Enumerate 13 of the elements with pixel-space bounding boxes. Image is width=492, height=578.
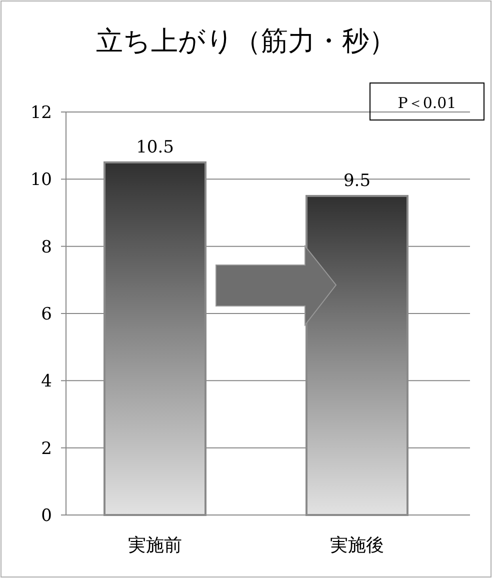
y-tick-label: 6	[41, 304, 52, 324]
data-label: 10.5	[136, 137, 174, 158]
x-tick-label: 実施後	[330, 535, 384, 556]
y-tick-label: 2	[41, 438, 52, 459]
annotation: P＜0.01	[398, 94, 456, 112]
chart-title: 立ち上がり（筋力・秒）	[96, 26, 396, 57]
x-tick-label: 実施前	[128, 535, 182, 556]
data-label: 9.5	[343, 170, 371, 191]
y-tick-label: 4	[41, 372, 52, 392]
y-tick-label: 12	[30, 103, 52, 123]
y-tick-label: 8	[41, 237, 52, 258]
y-tick-label: 10	[30, 170, 52, 190]
y-tick-label: 0	[41, 506, 52, 526]
